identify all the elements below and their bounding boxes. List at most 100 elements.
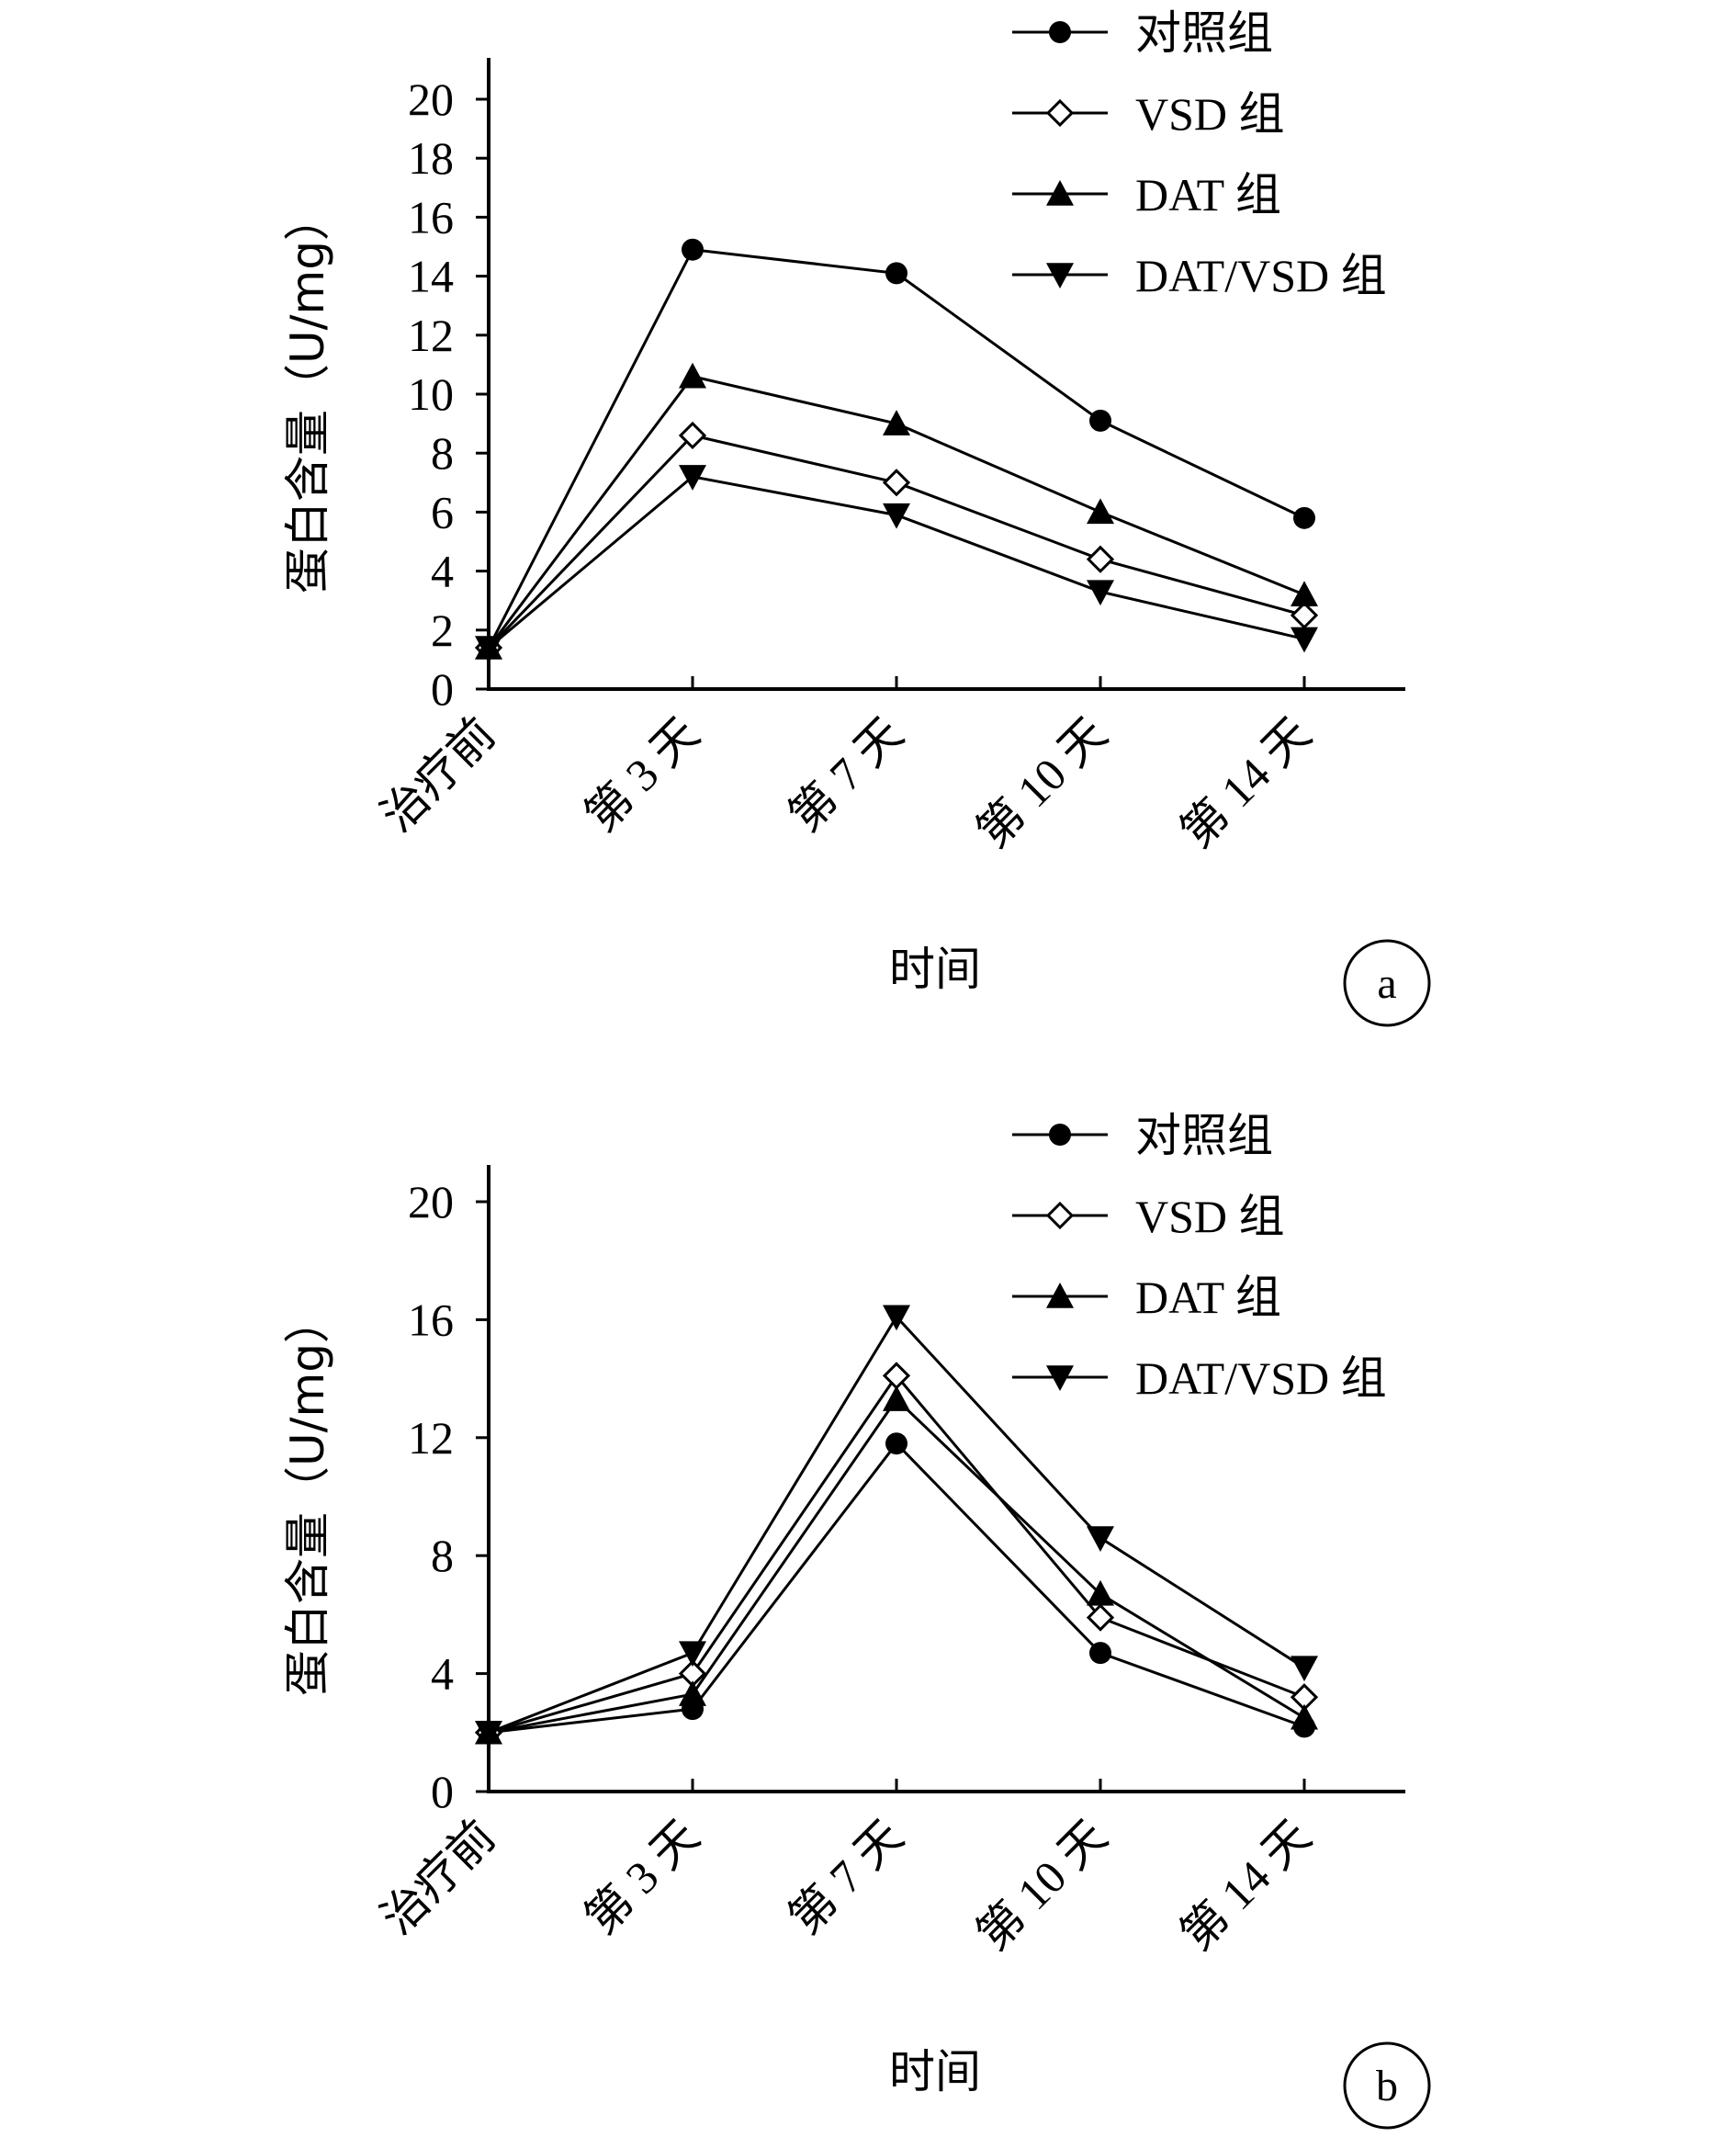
data-point (1087, 1526, 1114, 1552)
data-point (1087, 498, 1114, 525)
data-point (885, 262, 907, 285)
y-tick-label: 0 (431, 663, 454, 715)
data-point (882, 469, 911, 497)
data-point (679, 465, 706, 491)
y-tick-label: 8 (431, 427, 454, 479)
data-point (679, 1641, 706, 1668)
legend-label: VSD 组 (1135, 88, 1285, 140)
legend-label: 对照组 (1135, 7, 1273, 59)
data-point (1089, 409, 1111, 432)
legend: 对照组 VSD 组 DAT 组 DAT/VSD 组 (1012, 1110, 1387, 1404)
legend-label: 对照组 (1135, 1110, 1273, 1161)
y-tick-label: 8 (431, 1530, 454, 1581)
series-markers-1 (474, 421, 1319, 662)
data-point (1086, 1603, 1115, 1632)
series-1 (487, 434, 1305, 650)
data-point (1086, 545, 1115, 573)
legend-label: DAT/VSD 组 (1135, 250, 1387, 301)
x-axis-title: 时间 (889, 2045, 981, 2098)
panel-label-circle (1343, 2041, 1431, 2130)
series-line (487, 434, 1305, 650)
y-tick-label: 4 (431, 546, 454, 597)
legend: 对照组 VSD 组 DAT 组 DAT/VSD 组 (1012, 7, 1387, 301)
y-tick-label: 20 (408, 1176, 454, 1227)
series-0 (487, 248, 1305, 649)
y-tick-label: 16 (408, 191, 454, 243)
data-point (883, 503, 910, 529)
legend-marker (1045, 1201, 1075, 1230)
y-tick-label: 16 (408, 1294, 454, 1345)
series-markers-3 (475, 1305, 1318, 1747)
y-tick-label: 14 (408, 251, 454, 302)
data-point (682, 238, 704, 261)
panel-label: a (1377, 959, 1396, 1008)
series-3 (488, 475, 1305, 650)
legend-label: DAT 组 (1135, 1272, 1281, 1323)
series-markers-3 (475, 465, 1318, 662)
series-line (488, 1441, 1305, 1735)
data-point (883, 410, 910, 435)
legend-marker (1046, 1283, 1074, 1308)
chart-panel-a: 0 2 4 6 8 10 12 14 16 18 20 治疗前第 3 天第 7 天第 10 天第 14… (281, 7, 1431, 1027)
x-tick-label: 治疗前 (371, 707, 505, 842)
chart-panel-b: 0 4 8 12 16 20 治疗前第 3 天第 7 天第 10 天第 14 天 蛋白含量（U… (281, 1110, 1431, 2130)
y-tick-label: 2 (431, 605, 454, 656)
legend-label: DAT 组 (1135, 169, 1281, 220)
data-point (1087, 580, 1114, 606)
x-tick-label: 第 7 天 (779, 707, 913, 842)
y-tick-label: 18 (408, 132, 454, 184)
data-point (1291, 1703, 1318, 1730)
x-tick-label: 第 3 天 (575, 1810, 709, 1944)
data-point (679, 362, 706, 389)
x-tick-label: 第 7 天 (779, 1810, 913, 1944)
panel-label-circle (1343, 939, 1431, 1027)
data-point (475, 636, 502, 662)
data-point (883, 1385, 910, 1411)
series-markers-0 (478, 238, 1315, 660)
series-1 (488, 1373, 1305, 1735)
data-point (1089, 1642, 1111, 1665)
data-point (1291, 627, 1318, 653)
x-axis-title: 时间 (889, 943, 981, 996)
data-point (883, 1305, 910, 1331)
data-point (1290, 601, 1319, 629)
legend-marker (1046, 180, 1074, 206)
y-tick-label: 12 (408, 310, 454, 361)
y-tick-label: 10 (408, 368, 454, 420)
series-0 (488, 1441, 1305, 1735)
data-point (1293, 506, 1315, 529)
data-point (475, 1721, 502, 1747)
y-tick-label: 20 (408, 73, 454, 125)
series-line (488, 1373, 1305, 1735)
series-line (488, 475, 1305, 650)
data-point (1291, 1656, 1318, 1682)
legend-marker (1049, 1124, 1071, 1146)
x-tick-label: 第 3 天 (575, 707, 709, 842)
y-tick-label: 12 (408, 1412, 454, 1464)
data-point (885, 1432, 907, 1455)
y-axis-title: 蛋白含量（U/mg） (281, 1297, 334, 1696)
x-tick-label: 第 10 天 (966, 707, 1116, 857)
series-line (487, 248, 1305, 649)
series-markers-0 (478, 1432, 1315, 1744)
y-tick-label: 0 (431, 1766, 454, 1817)
x-tick-label: 第 10 天 (966, 1810, 1116, 1960)
legend-marker (1046, 263, 1074, 288)
data-point (679, 1680, 706, 1706)
legend-marker (1046, 1365, 1074, 1391)
x-tick-label: 治疗前 (371, 1810, 505, 1944)
legend-marker (1045, 98, 1075, 128)
data-point (1087, 1579, 1114, 1606)
data-point (678, 421, 707, 450)
legend-marker (1049, 21, 1071, 43)
data-point (1291, 581, 1318, 607)
y-axis-title: 蛋白含量（U/mg） (281, 195, 334, 594)
x-tick-label: 第 14 天 (1170, 1810, 1320, 1960)
x-tick-label: 第 14 天 (1170, 707, 1320, 857)
y-tick-label: 4 (431, 1648, 454, 1700)
panel-label: b (1376, 2062, 1398, 2110)
legend-label: DAT/VSD 组 (1135, 1352, 1387, 1404)
y-tick-label: 6 (431, 486, 454, 537)
legend-label: VSD 组 (1135, 1191, 1285, 1242)
